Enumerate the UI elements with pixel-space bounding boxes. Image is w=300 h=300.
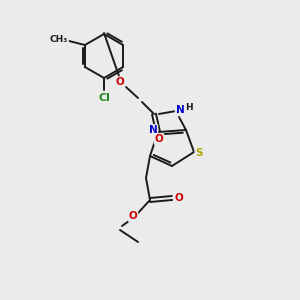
Text: N: N bbox=[176, 105, 184, 115]
Text: S: S bbox=[195, 148, 203, 158]
Text: O: O bbox=[116, 77, 124, 87]
Text: N: N bbox=[148, 125, 158, 135]
Text: O: O bbox=[154, 134, 164, 144]
Text: O: O bbox=[175, 193, 183, 203]
Text: O: O bbox=[129, 211, 137, 221]
Text: H: H bbox=[185, 103, 193, 112]
Text: Cl: Cl bbox=[98, 93, 110, 103]
Text: CH₃: CH₃ bbox=[50, 35, 68, 44]
